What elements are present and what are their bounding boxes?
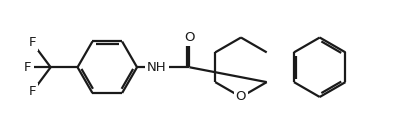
Text: F: F [28,36,36,49]
Text: F: F [24,61,31,74]
Text: F: F [28,85,36,98]
Text: O: O [184,31,194,44]
Text: O: O [235,90,246,103]
Text: NH: NH [147,61,166,74]
